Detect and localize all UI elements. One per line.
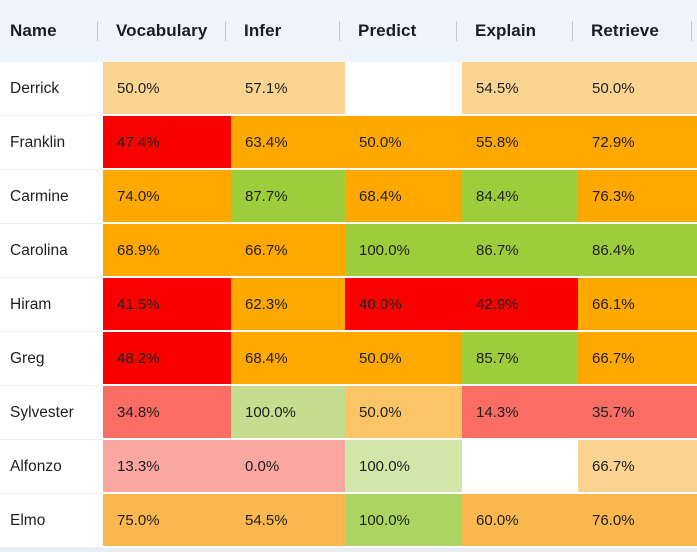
value-cell[interactable]: 50.0%: [345, 386, 462, 440]
column-header-vocabulary[interactable]: Vocabulary: [103, 0, 231, 62]
table-row: Sylvester 34.8% 100.0% 50.0% 14.3% 35.7%: [0, 386, 697, 440]
value-cell[interactable]: 84.4%: [462, 170, 578, 224]
value-cell[interactable]: 50.0%: [345, 332, 462, 386]
value-cell[interactable]: 66.7%: [578, 440, 697, 494]
table-row: Elmo 75.0% 54.5% 100.0% 60.0% 76.0%: [0, 494, 697, 548]
bottom-scroll-strip: [0, 548, 697, 552]
value-cell[interactable]: 48.2%: [103, 332, 231, 386]
value-cell[interactable]: 72.9%: [578, 116, 697, 170]
value-cell[interactable]: 76.3%: [578, 170, 697, 224]
value-cell[interactable]: 87.7%: [231, 170, 345, 224]
value-cell[interactable]: 100.0%: [345, 494, 462, 548]
value-cell[interactable]: 85.7%: [462, 332, 578, 386]
table-row: Carmine 74.0% 87.7% 68.4% 84.4% 76.3%: [0, 170, 697, 224]
column-header-predict[interactable]: Predict: [345, 0, 462, 62]
value-cell[interactable]: 66.1%: [578, 278, 697, 332]
table-row: Derrick 50.0% 57.1% 54.5% 50.0%: [0, 62, 697, 116]
value-cell[interactable]: 40.0%: [345, 278, 462, 332]
value-cell[interactable]: 54.5%: [231, 494, 345, 548]
row-name-cell[interactable]: Greg: [0, 332, 103, 386]
value-cell[interactable]: [345, 62, 462, 116]
value-cell[interactable]: 47.4%: [103, 116, 231, 170]
row-name-cell[interactable]: Sylvester: [0, 386, 103, 440]
value-cell[interactable]: 86.7%: [462, 224, 578, 278]
value-cell[interactable]: 60.0%: [462, 494, 578, 548]
value-cell[interactable]: 55.8%: [462, 116, 578, 170]
value-cell[interactable]: 35.7%: [578, 386, 697, 440]
row-name-cell[interactable]: Alfonzo: [0, 440, 103, 494]
column-header-name[interactable]: Name: [0, 0, 103, 62]
column-header-infer[interactable]: Infer: [231, 0, 345, 62]
row-name-cell[interactable]: Carolina: [0, 224, 103, 278]
row-name-cell[interactable]: Franklin: [0, 116, 103, 170]
value-cell[interactable]: 14.3%: [462, 386, 578, 440]
value-cell[interactable]: 68.4%: [345, 170, 462, 224]
row-name-cell[interactable]: Carmine: [0, 170, 103, 224]
value-cell[interactable]: 100.0%: [345, 440, 462, 494]
value-cell[interactable]: 50.0%: [103, 62, 231, 116]
table-row: Hiram 41.5% 62.3% 40.0% 42.9% 66.1%: [0, 278, 697, 332]
table-row: Carolina 68.9% 66.7% 100.0% 86.7% 86.4%: [0, 224, 697, 278]
value-cell[interactable]: 0.0%: [231, 440, 345, 494]
value-cell[interactable]: [462, 440, 578, 494]
value-cell[interactable]: 42.9%: [462, 278, 578, 332]
table-header-row: Name Vocabulary Infer Predict Explain Re…: [0, 0, 697, 62]
value-cell[interactable]: 57.1%: [231, 62, 345, 116]
value-cell[interactable]: 74.0%: [103, 170, 231, 224]
value-cell[interactable]: 34.8%: [103, 386, 231, 440]
value-cell[interactable]: 41.5%: [103, 278, 231, 332]
value-cell[interactable]: 13.3%: [103, 440, 231, 494]
value-cell[interactable]: 76.0%: [578, 494, 697, 548]
row-name-cell[interactable]: Hiram: [0, 278, 103, 332]
value-cell[interactable]: 68.9%: [103, 224, 231, 278]
value-cell[interactable]: 66.7%: [231, 224, 345, 278]
value-cell[interactable]: 68.4%: [231, 332, 345, 386]
table-row: Franklin 47.4% 63.4% 50.0% 55.8% 72.9%: [0, 116, 697, 170]
value-cell[interactable]: 63.4%: [231, 116, 345, 170]
value-cell[interactable]: 75.0%: [103, 494, 231, 548]
value-cell[interactable]: 50.0%: [345, 116, 462, 170]
value-cell[interactable]: 62.3%: [231, 278, 345, 332]
value-cell[interactable]: 54.5%: [462, 62, 578, 116]
table-body: Derrick 50.0% 57.1% 54.5% 50.0% Franklin…: [0, 62, 697, 548]
row-name-cell[interactable]: Derrick: [0, 62, 103, 116]
column-header-retrieve[interactable]: Retrieve: [578, 0, 697, 62]
value-cell[interactable]: 100.0%: [231, 386, 345, 440]
table-row: Alfonzo 13.3% 0.0% 100.0% 66.7%: [0, 440, 697, 494]
table-row: Greg 48.2% 68.4% 50.0% 85.7% 66.7%: [0, 332, 697, 386]
column-header-explain[interactable]: Explain: [462, 0, 578, 62]
value-cell[interactable]: 86.4%: [578, 224, 697, 278]
value-cell[interactable]: 66.7%: [578, 332, 697, 386]
row-name-cell[interactable]: Elmo: [0, 494, 103, 548]
value-cell[interactable]: 50.0%: [578, 62, 697, 116]
value-cell[interactable]: 100.0%: [345, 224, 462, 278]
